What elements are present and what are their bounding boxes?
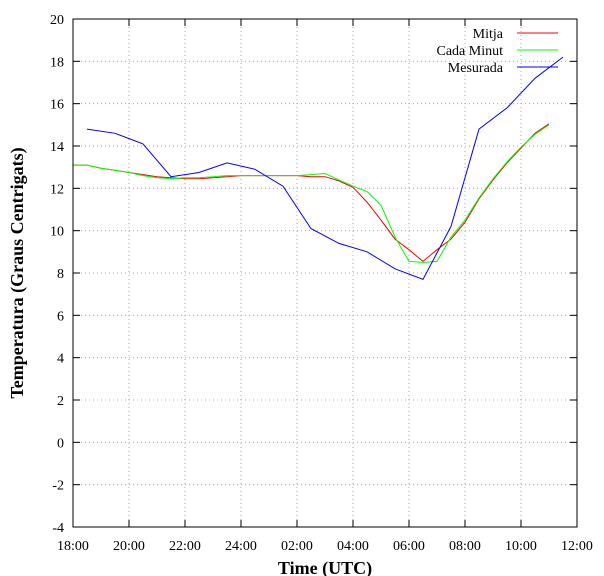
axis-ticks (72, 18, 578, 528)
legend-label: Mesurada (448, 61, 504, 76)
x-tick-label: 10:00 (505, 539, 537, 554)
grid (73, 19, 577, 527)
y-tick-label: 14 (50, 140, 64, 155)
x-axis-title: Time (UTC) (278, 558, 372, 576)
y-tick-label: -2 (52, 479, 64, 494)
y-tick-label: 8 (57, 267, 64, 282)
x-tick-labels: 18:00 20:00 22:00 24:00 02:00 04:00 06:00 08:00… (57, 539, 593, 554)
x-tick-label: 08:00 (449, 539, 481, 554)
y-tick-label: 12 (50, 182, 64, 197)
y-tick-label: 4 (57, 352, 64, 367)
y-axis-title: Temperatura (Graus Centrigats) (7, 147, 28, 398)
x-tick-label: 12:00 (561, 539, 593, 554)
x-tick-label: 18:00 (57, 539, 89, 554)
y-tick-label: 20 (50, 13, 64, 28)
x-tick-label: 22:00 (169, 539, 201, 554)
y-tick-label: -4 (52, 521, 64, 536)
y-tick-label: 0 (57, 436, 64, 451)
y-tick-label: 10 (50, 225, 64, 240)
series-line-mesurada (86, 56, 564, 281)
x-tick-label: 20:00 (113, 539, 145, 554)
y-tick-label: 6 (57, 309, 64, 324)
legend-label: Cada Minut (437, 44, 504, 59)
legend: Mitja Cada Minut Mesurada (437, 27, 558, 76)
series-lines (73, 56, 564, 281)
y-tick-labels: -4 -2 0 2 4 6 8 10 12 14 16 18 20 (50, 13, 64, 536)
x-tick-label: 04:00 (337, 539, 369, 554)
series-line-mitja (73, 123, 550, 263)
legend-label: Mitja (473, 27, 504, 42)
x-tick-label: 06:00 (393, 539, 425, 554)
x-tick-label: 02:00 (281, 539, 313, 554)
y-tick-label: 18 (50, 55, 64, 70)
x-tick-label: 24:00 (225, 539, 257, 554)
series-line-cada-minut (73, 124, 550, 263)
y-tick-label: 2 (57, 394, 64, 409)
y-tick-label: 16 (50, 98, 64, 113)
